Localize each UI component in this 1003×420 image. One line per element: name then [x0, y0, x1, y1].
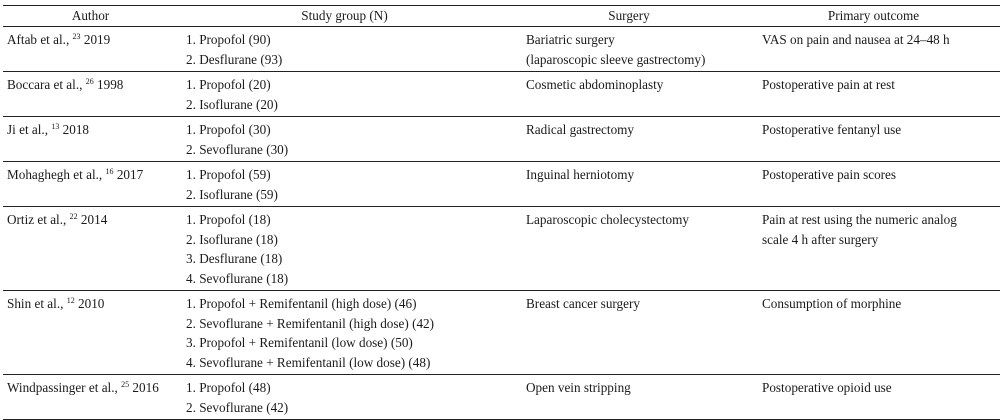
surgery-cell: Laparoscopic cholecystectomy: [511, 207, 747, 291]
study-group-item: 4. Sevoflurane (18): [186, 270, 289, 286]
reference-number: 22: [69, 212, 78, 221]
publication-year: 2017: [116, 167, 144, 182]
study-table-container: Author Study group (N) Surgery Primary o…: [3, 5, 1000, 420]
author-name: Aftab et al.,: [7, 32, 70, 47]
primary-outcome-cell: VAS on pain and nausea at 24–48 h: [747, 27, 1000, 72]
surgery-text: Open vein stripping: [526, 380, 631, 395]
author-cell: Shin et al., 12 2010: [3, 291, 178, 375]
outcome-text: Postoperative pain scores: [762, 167, 897, 182]
primary-outcome-cell: Postoperative fentanyl use: [747, 117, 1000, 162]
publication-year: 2014: [80, 212, 108, 227]
author-name: Ortiz et al.,: [7, 212, 67, 227]
surgery-cell: Open vein stripping: [511, 375, 747, 420]
outcome-text: scale 4 h after surgery: [762, 231, 879, 247]
author-cell: Ji et al., 13 2018: [3, 117, 178, 162]
header-row: Author Study group (N) Surgery Primary o…: [3, 5, 1000, 27]
table-row: Mohaghegh et al., 16 2017 1. Propofol (59…: [3, 162, 1000, 207]
author-name: Ji et al.,: [7, 122, 49, 137]
table-body: Aftab et al., 23 2019 1. Propofol (90) 2. …: [3, 27, 1000, 420]
reference-number: 23: [72, 32, 81, 41]
surgery-cell: Inguinal herniotomy: [511, 162, 747, 207]
study-group-item: 1. Propofol (90): [186, 32, 271, 47]
study-group-cell: 1. Propofol (90) 2. Desflurane (93): [178, 27, 511, 72]
surgery-text: Bariatric surgery: [526, 32, 615, 47]
author-cell: Ortiz et al., 22 2014: [3, 207, 178, 291]
surgery-cell: Cosmetic abdominoplasty: [511, 72, 747, 117]
primary-outcome-cell: Postoperative pain at rest: [747, 72, 1000, 117]
publication-year: 1998: [97, 77, 124, 92]
study-table: Author Study group (N) Surgery Primary o…: [3, 5, 1000, 420]
table-row: Ortiz et al., 22 2014 1. Propofol (18) 2. …: [3, 207, 1000, 291]
outcome-text: Consumption of morphine: [762, 296, 902, 311]
study-group-cell: 1. Propofol (20) 2. Isoflurane (20): [178, 72, 511, 117]
study-group-item: 3. Propofol + Remifentanil (low dose) (5…: [186, 335, 413, 350]
surgery-cell: Radical gastrectomy: [511, 117, 747, 162]
study-group-cell: 1. Propofol + Remifentanil (high dose) (…: [178, 291, 511, 375]
outcome-text: Postoperative pain at rest: [762, 77, 895, 92]
study-group-item: 1. Propofol (30): [186, 122, 271, 137]
reference-number: 16: [105, 167, 114, 176]
outcome-text: Postoperative opioid use: [762, 380, 892, 395]
author-cell: Aftab et al., 23 2019: [3, 27, 178, 72]
table-row: Shin et al., 12 2010 1. Propofol + Remife…: [3, 291, 1000, 375]
publication-year: 2019: [83, 32, 111, 47]
study-group-item: 2. Isoflurane (20): [186, 96, 278, 112]
study-group-item: 2. Isoflurane (18): [186, 231, 278, 247]
reference-number: 25: [121, 380, 130, 389]
reference-number: 13: [51, 122, 60, 131]
study-group-item: 2. Sevoflurane + Remifentanil (high dose…: [186, 315, 435, 331]
outcome-text: Pain at rest using the numeric analog: [762, 212, 957, 227]
table-row: Aftab et al., 23 2019 1. Propofol (90) 2. …: [3, 27, 1000, 72]
header-primary-outcome: Primary outcome: [827, 8, 920, 23]
study-group-cell: 1. Propofol (18) 2. Isoflurane (18) 3. Des…: [178, 207, 511, 291]
surgery-cell: Bariatric surgery (laparoscopic sleeve ga…: [511, 27, 747, 72]
surgery-text: (laparoscopic sleeve gastrectomy): [526, 51, 706, 67]
study-group-item: 2. Sevoflurane (42): [186, 399, 289, 415]
publication-year: 2016: [132, 380, 159, 395]
study-group-item: 1. Propofol (20): [186, 77, 271, 92]
header-surgery: Surgery: [608, 8, 650, 23]
study-group-cell: 1. Propofol (30) 2. Sevoflurane (30): [178, 117, 511, 162]
outcome-text: Postoperative fentanyl use: [762, 122, 902, 137]
study-group-item: 2. Desflurane (93): [186, 51, 283, 67]
outcome-text: VAS on pain and nausea at 24–48 h: [762, 32, 950, 47]
study-group-cell: 1. Propofol (59) 2. Isoflurane (59): [178, 162, 511, 207]
study-group-item: 1. Propofol + Remifentanil (high dose) (…: [186, 296, 417, 311]
table-row: Boccara et al., 26 1998 1. Propofol (20) 2…: [3, 72, 1000, 117]
surgery-text: Breast cancer surgery: [526, 296, 640, 311]
surgery-text: Inguinal herniotomy: [526, 167, 635, 182]
surgery-text: Laparoscopic cholecystectomy: [526, 212, 689, 227]
table-header: Author Study group (N) Surgery Primary o…: [3, 5, 1000, 27]
study-group-item: 1. Propofol (48): [186, 380, 271, 395]
header-author: Author: [71, 8, 110, 23]
surgery-text: Cosmetic abdominoplasty: [526, 77, 664, 92]
header-study-group: Study group (N): [301, 8, 388, 23]
author-cell: Windpassinger et al., 25 2016: [3, 375, 178, 420]
surgery-text: Radical gastrectomy: [526, 122, 635, 137]
reference-number: 26: [85, 77, 94, 86]
study-group-item: 1. Propofol (59): [186, 167, 271, 182]
author-name: Windpassinger et al.,: [7, 380, 118, 395]
study-group-item: 3. Desflurane (18): [186, 251, 283, 266]
author-cell: Mohaghegh et al., 16 2017: [3, 162, 178, 207]
table-row: Windpassinger et al., 25 2016 1. Propofol…: [3, 375, 1000, 420]
publication-year: 2018: [62, 122, 89, 137]
primary-outcome-cell: Postoperative pain scores: [747, 162, 1000, 207]
table-row: Ji et al., 13 2018 1. Propofol (30) 2. Sev…: [3, 117, 1000, 162]
author-name: Shin et al.,: [7, 296, 64, 311]
primary-outcome-cell: Pain at rest using the numeric analog sca…: [747, 207, 1000, 291]
author-cell: Boccara et al., 26 1998: [3, 72, 178, 117]
study-group-item: 2. Isoflurane (59): [186, 186, 278, 202]
primary-outcome-cell: Consumption of morphine: [747, 291, 1000, 375]
study-group-cell: 1. Propofol (48) 2. Sevoflurane (42): [178, 375, 511, 420]
study-group-item: 2. Sevoflurane (30): [186, 141, 289, 157]
study-group-item: 1. Propofol (18): [186, 212, 271, 227]
surgery-cell: Breast cancer surgery: [511, 291, 747, 375]
author-name: Boccara et al.,: [7, 77, 83, 92]
publication-year: 2010: [78, 296, 105, 311]
primary-outcome-cell: Postoperative opioid use: [747, 375, 1000, 420]
author-name: Mohaghegh et al.,: [7, 167, 103, 182]
study-group-item: 4. Sevoflurane + Remifentanil (low dose)…: [186, 354, 431, 370]
reference-number: 12: [66, 296, 75, 305]
